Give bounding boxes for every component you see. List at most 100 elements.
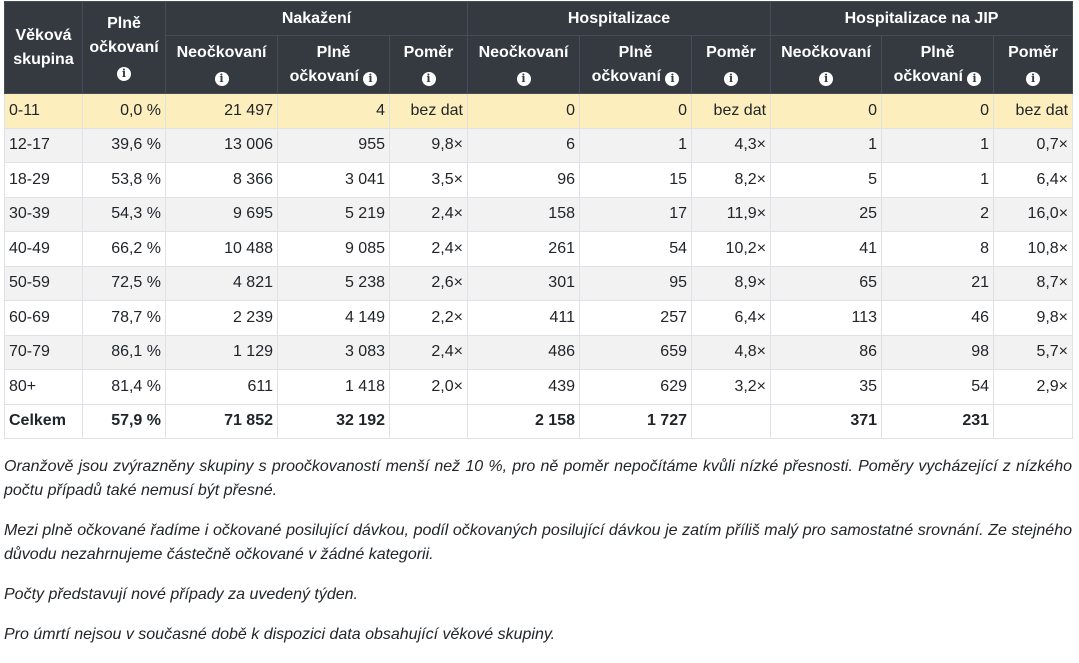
infected-ratio-cell bbox=[389, 403, 468, 439]
age-cell: 60-69 bbox=[4, 300, 83, 336]
hospitalized-vaccinated-cell: 0 bbox=[579, 93, 692, 129]
table-row: 30-39 54,3 % 9 695 5 219 2,4× 158 17 11,9× 25 2 16… bbox=[4, 196, 1074, 232]
icu-vaccinated-cell: 8 bbox=[881, 231, 995, 267]
age-cell: 18-29 bbox=[4, 162, 83, 198]
hospitalized-unvaccinated-cell: 6 bbox=[467, 127, 580, 163]
hospitalized-vaccinated-cell: 95 bbox=[579, 265, 692, 301]
hospitalized-unvaccinated-cell: 261 bbox=[467, 231, 580, 267]
hospitalized-unvaccinated-cell: 486 bbox=[467, 334, 580, 370]
infected-ratio-cell: 2,2× bbox=[389, 300, 468, 336]
icu-unvaccinated-header[interactable]: Neočkovaní i bbox=[770, 35, 883, 94]
infected-unvaccinated-cell: 13 006 bbox=[165, 127, 278, 163]
infected-ratio-cell: 9,8× bbox=[389, 127, 468, 163]
icu-ratio-cell: 6,4× bbox=[993, 162, 1074, 198]
icu-ratio-header[interactable]: Poměr i bbox=[993, 35, 1074, 94]
hospitalized-ratio-cell: 4,3× bbox=[690, 127, 772, 163]
info-circle-icon[interactable]: i bbox=[117, 66, 131, 81]
infected-vaccinated-cell: 3 041 bbox=[277, 162, 390, 198]
table-row: 40-49 66,2 % 10 488 9 085 2,4× 261 54 10,2× 41 8 1… bbox=[4, 231, 1074, 267]
infected-unvaccinated-cell: 2 239 bbox=[165, 300, 278, 336]
icu-unvaccinated-cell: 0 bbox=[770, 93, 883, 129]
infected-ratio-cell: 2,0× bbox=[389, 369, 468, 405]
infected-vaccinated-cell: 5 219 bbox=[277, 196, 390, 232]
table-body: 0-11 0,0 % 21 497 4 bez dat 0 0 bez dat 0 0 bez da… bbox=[4, 93, 1074, 439]
hospitalized-vaccinated-cell: 659 bbox=[579, 334, 692, 370]
icu-unvaccinated-cell: 5 bbox=[770, 162, 883, 198]
hospitalized-ratio-cell: 3,2× bbox=[690, 369, 772, 405]
info-circle-icon[interactable]: i bbox=[214, 71, 229, 86]
infected-unvaccinated-cell: 71 852 bbox=[165, 403, 278, 439]
hospitalized-ratio-header[interactable]: Poměr i bbox=[690, 35, 772, 94]
info-circle-icon[interactable]: i bbox=[421, 71, 436, 86]
hospitalized-ratio-cell: bez dat bbox=[690, 93, 772, 129]
infected-vaccinated-cell: 9 085 bbox=[277, 231, 390, 267]
infected-vaccinated-header[interactable]: Plně očkovaní i bbox=[277, 35, 390, 94]
infected-unvaccinated-cell: 1 129 bbox=[165, 334, 278, 370]
infected-unvaccinated-cell: 8 366 bbox=[165, 162, 278, 198]
infected-vaccinated-cell: 1 418 bbox=[277, 369, 390, 405]
hospitalized-unvaccinated-cell: 411 bbox=[467, 300, 580, 336]
icu-unvaccinated-cell: 113 bbox=[770, 300, 883, 336]
info-circle-icon[interactable]: i bbox=[724, 71, 739, 86]
age-cell: 0-11 bbox=[4, 93, 83, 129]
vaccinated-share-cell: 78,7 % bbox=[82, 300, 166, 336]
fully-vaccinated-header[interactable]: Plně očkovaní i bbox=[82, 1, 166, 94]
infected-ratio-cell: bez dat bbox=[389, 93, 468, 129]
hospitalized-unvaccinated-header[interactable]: Neočkovaní i bbox=[467, 35, 580, 94]
icu-unvaccinated-cell: 371 bbox=[770, 403, 883, 439]
vaccinated-share-cell: 72,5 % bbox=[82, 265, 166, 301]
table-row: 12-17 39,6 % 13 006 955 9,8× 6 1 4,3× 1 1 0,7× bbox=[4, 127, 1074, 163]
infected-vaccinated-cell: 955 bbox=[277, 127, 390, 163]
info-circle-icon[interactable]: i bbox=[967, 71, 982, 86]
icu-ratio-cell: 8,7× bbox=[993, 265, 1074, 301]
info-circle-icon[interactable]: i bbox=[363, 71, 378, 86]
age-cell: 80+ bbox=[4, 369, 83, 405]
info-circle-icon[interactable]: i bbox=[819, 71, 834, 86]
infected-ratio-cell: 3,5× bbox=[389, 162, 468, 198]
hospitalized-ratio-cell bbox=[690, 403, 772, 439]
icu-ratio-cell: 0,7× bbox=[993, 127, 1074, 163]
icu-unvaccinated-cell: 25 bbox=[770, 196, 883, 232]
infected-ratio-header[interactable]: Poměr i bbox=[389, 35, 468, 94]
infected-unvaccinated-cell: 4 821 bbox=[165, 265, 278, 301]
icu-vaccinated-cell: 0 bbox=[881, 93, 995, 129]
icu-vaccinated-header[interactable]: Plně očkovaní i bbox=[881, 35, 995, 94]
note-deaths: Pro úmrtí nejsou v současné době k dispo… bbox=[4, 625, 556, 643]
icu-unvaccinated-cell: 1 bbox=[770, 127, 883, 163]
icu-vaccinated-cell: 1 bbox=[881, 162, 995, 198]
infected-unvaccinated-cell: 9 695 bbox=[165, 196, 278, 232]
icu-vaccinated-cell: 98 bbox=[881, 334, 995, 370]
vaccinated-share-cell: 66,2 % bbox=[82, 231, 166, 267]
hospitalized-unvaccinated-cell: 0 bbox=[467, 93, 580, 129]
info-circle-icon[interactable]: i bbox=[516, 71, 531, 86]
hospitalized-group-header: Hospitalizace bbox=[466, 1, 772, 36]
hospitalized-vaccinated-header[interactable]: Plně očkovaní i bbox=[579, 35, 692, 94]
infected-group-header: Nakažení bbox=[165, 1, 468, 36]
footnotes: Oranžově jsou zvýrazněny skupiny s prooč… bbox=[4, 455, 1072, 647]
table-row: 60-69 78,7 % 2 239 4 149 2,2× 411 257 6,4× 113 46… bbox=[4, 300, 1074, 336]
infected-unvaccinated-cell: 21 497 bbox=[165, 93, 278, 129]
hospitalized-ratio-cell: 8,9× bbox=[690, 265, 772, 301]
infected-unvaccinated-header[interactable]: Neočkovaní i bbox=[165, 35, 278, 94]
infected-ratio-cell: 2,4× bbox=[389, 196, 468, 232]
icu-vaccinated-cell: 1 bbox=[881, 127, 995, 163]
infected-vaccinated-cell: 3 083 bbox=[277, 334, 390, 370]
infected-ratio-cell: 2,6× bbox=[389, 265, 468, 301]
hospitalized-unvaccinated-cell: 301 bbox=[467, 265, 580, 301]
icu-unvaccinated-cell: 41 bbox=[770, 231, 883, 267]
hospitalized-vaccinated-cell: 629 bbox=[579, 369, 692, 405]
icu-vaccinated-cell: 21 bbox=[881, 265, 995, 301]
info-circle-icon[interactable]: i bbox=[665, 71, 680, 86]
vaccination-outcomes-table: Věková skupina Plně očkovaní i Nakažení … bbox=[4, 1, 1074, 439]
icu-ratio-cell: 2,9× bbox=[993, 369, 1074, 405]
icu-ratio-cell: 16,0× bbox=[993, 196, 1074, 232]
hospitalized-vaccinated-cell: 1 727 bbox=[579, 403, 692, 439]
age-cell: 70-79 bbox=[4, 334, 83, 370]
table-row: 50-59 72,5 % 4 821 5 238 2,6× 301 95 8,9× 65 21 8,… bbox=[4, 265, 1074, 301]
table-header: Věková skupina Plně očkovaní i Nakažení … bbox=[4, 1, 1074, 94]
vaccinated-share-cell: 54,3 % bbox=[82, 196, 166, 232]
hospitalized-ratio-cell: 11,9× bbox=[690, 196, 772, 232]
hospitalized-unvaccinated-cell: 2 158 bbox=[467, 403, 580, 439]
info-circle-icon[interactable]: i bbox=[1026, 71, 1041, 86]
icu-ratio-cell bbox=[993, 403, 1074, 439]
